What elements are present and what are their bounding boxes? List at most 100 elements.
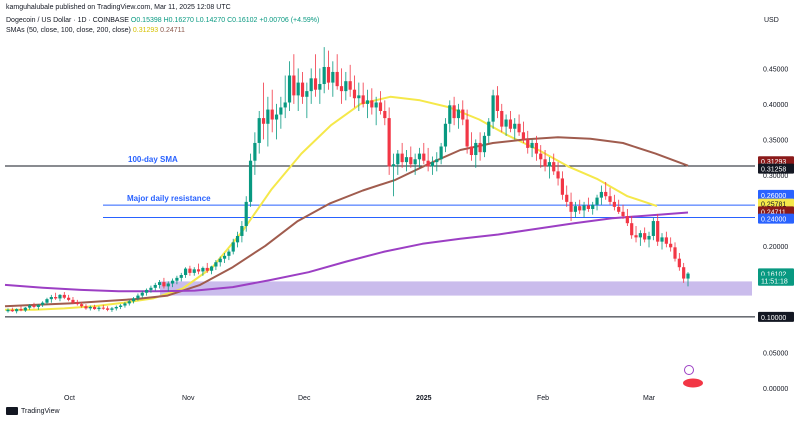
sma-100-line xyxy=(4,136,689,308)
candle-body xyxy=(508,119,513,129)
candle-body xyxy=(595,197,599,205)
candle-body xyxy=(452,105,456,119)
candle-body xyxy=(188,268,192,273)
candle-body xyxy=(569,201,573,212)
candle-body xyxy=(62,294,66,298)
tradingview-logo-icon xyxy=(6,407,18,415)
candle-body xyxy=(686,273,690,279)
candle-body xyxy=(521,132,526,140)
candle-body xyxy=(49,297,53,300)
candle-body xyxy=(23,307,27,311)
candle-body xyxy=(578,206,582,211)
candle-body xyxy=(456,109,461,119)
candle-body xyxy=(144,289,149,293)
candle-body xyxy=(183,268,188,276)
candle-body xyxy=(283,102,287,108)
candle-body xyxy=(404,157,409,163)
candle-body xyxy=(608,196,612,202)
candle-body xyxy=(482,135,487,153)
candle-body xyxy=(560,178,564,195)
candle-body xyxy=(93,306,97,310)
candle-body xyxy=(669,243,673,248)
candle-body xyxy=(279,107,283,115)
candle-body xyxy=(192,269,196,273)
price-tag: 0.25781 xyxy=(758,198,794,209)
candle-body xyxy=(54,297,58,299)
candle-body xyxy=(469,146,474,156)
candle-body xyxy=(591,204,595,209)
candle-body xyxy=(660,237,664,242)
candle-body xyxy=(28,305,32,308)
candle-body xyxy=(119,305,123,307)
candle-body xyxy=(209,266,214,271)
candle-body xyxy=(170,280,175,284)
candle-body xyxy=(19,309,23,311)
candle-body xyxy=(41,302,45,305)
candle-body xyxy=(179,275,183,278)
sma-legend-value-1: 0.31293 xyxy=(132,27,159,34)
candle-body xyxy=(114,306,118,309)
symbol-name: Dogecoin / US Dollar · 1D · COINBASE xyxy=(6,17,129,24)
footer-brand: TradingView xyxy=(6,407,60,415)
price-tag-label: 0.24000 xyxy=(761,217,786,224)
candle-body xyxy=(656,221,660,242)
candle-body xyxy=(638,233,642,238)
candle-body xyxy=(348,81,352,90)
candle-body xyxy=(673,247,677,259)
candle-body xyxy=(218,258,222,263)
candle-body xyxy=(322,66,326,85)
candle-body xyxy=(222,255,227,259)
candle-body xyxy=(248,160,253,202)
currency-label: USD xyxy=(764,17,779,24)
candle-body xyxy=(391,164,396,167)
candle-body xyxy=(374,102,378,108)
lightning-icon[interactable] xyxy=(684,365,694,375)
candle-body xyxy=(651,221,655,236)
price-tag-bg xyxy=(758,198,794,209)
events-icon[interactable] xyxy=(683,378,703,388)
candle-body xyxy=(617,206,621,212)
candle-body xyxy=(383,111,387,119)
candle-body xyxy=(153,284,157,288)
candle-body xyxy=(526,139,530,148)
candle-body xyxy=(270,109,274,120)
candle-body xyxy=(409,157,413,165)
candle-body xyxy=(361,95,365,104)
x-tick-label: Mar xyxy=(643,395,656,402)
price-tag-label: 0.16102 xyxy=(761,271,786,278)
candle-body xyxy=(71,299,75,303)
candle-body xyxy=(604,191,608,197)
price-tag-label: 0.10000 xyxy=(761,315,786,322)
candle-body xyxy=(227,251,231,256)
candle-body xyxy=(565,194,569,202)
price-tag-label: 0.24711 xyxy=(761,209,786,216)
candle-body xyxy=(556,171,560,179)
sma-legend-label: SMAs (50, close, 100, close, 200, close) xyxy=(6,27,131,34)
candle-body xyxy=(106,308,110,310)
sma-legend: SMAs (50, close, 100, close, 200, close)… xyxy=(6,27,185,34)
candle-body xyxy=(344,81,348,92)
candle-body xyxy=(643,233,647,240)
candle-body xyxy=(352,89,357,99)
ohlc-low: L0.14270 xyxy=(195,17,226,24)
candle-body xyxy=(6,309,10,312)
candle-body xyxy=(296,82,300,96)
footer-brand-text: TradingView xyxy=(21,407,60,415)
candle-body xyxy=(495,95,500,111)
candle-body xyxy=(517,123,521,133)
candle-body xyxy=(474,142,478,156)
candle-body xyxy=(84,306,88,309)
chart-tool-icons[interactable] xyxy=(683,365,703,388)
price-tag-label: 0.25781 xyxy=(761,202,786,209)
candle-body xyxy=(677,258,681,268)
candle-body xyxy=(235,235,240,243)
candle-body xyxy=(400,153,404,163)
candle-body xyxy=(599,191,603,198)
candle-body xyxy=(370,100,374,108)
candle-body xyxy=(647,235,651,240)
candle-body xyxy=(339,86,344,92)
candle-body xyxy=(196,269,201,272)
y-tick-label: 0.40000 xyxy=(763,102,788,109)
candle-body xyxy=(257,118,261,143)
